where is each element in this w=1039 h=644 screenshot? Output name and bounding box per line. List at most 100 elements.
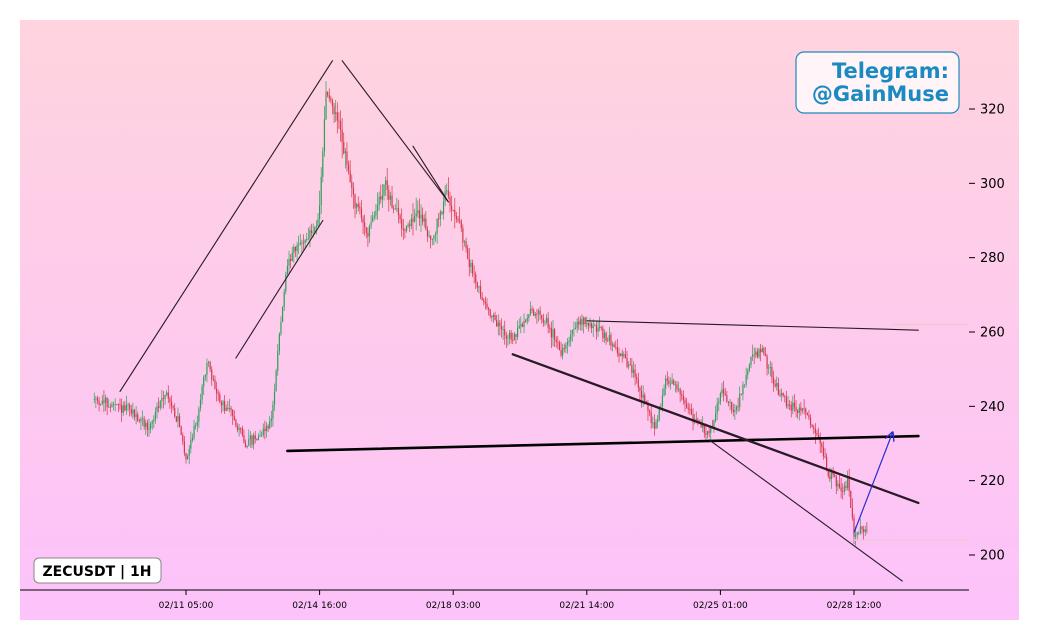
candle-down-body [367, 232, 369, 237]
candle-up-body [323, 119, 326, 152]
candles-layer [93, 81, 868, 546]
candle-down-body [826, 456, 828, 471]
candle-up-body [830, 471, 833, 480]
candle-down-body [351, 182, 353, 188]
candle-down-body [639, 387, 641, 391]
candle-down-body [185, 452, 187, 460]
candle-down-body [811, 425, 813, 428]
candle-down-body [800, 407, 802, 411]
candle-up-body [442, 201, 445, 214]
candle-up-body [566, 342, 569, 345]
candle-up-body [132, 409, 134, 414]
candle-down-body [822, 447, 825, 457]
candle-down-body [426, 229, 429, 237]
candle-up-body [164, 394, 166, 399]
candle-down-body [785, 396, 787, 407]
candle-up-body [153, 419, 155, 422]
candle-up-body [856, 532, 858, 535]
candle-down-body [496, 320, 498, 327]
candle-up-body [745, 374, 747, 385]
candle-down-body [845, 486, 847, 488]
candle-down-body [554, 329, 556, 340]
candle-down-body [731, 401, 733, 410]
candle-down-body [793, 402, 796, 407]
candle-up-body [207, 362, 210, 364]
candle-up-body [751, 354, 754, 357]
projection-arrow [853, 432, 893, 533]
candle-up-body [611, 344, 614, 346]
candle-up-body [253, 435, 255, 445]
candle-down-body [763, 348, 765, 355]
candle-up-body [277, 351, 279, 371]
candle-up-body [592, 325, 594, 328]
candle-up-body [446, 190, 448, 192]
candle-up-body [187, 456, 189, 460]
candle-down-body [359, 206, 361, 209]
candle-down-body [133, 409, 136, 418]
candle-up-body [307, 238, 309, 240]
candle-down-body [362, 218, 364, 223]
candle-down-body [473, 273, 475, 275]
candle-down-body [452, 210, 454, 211]
trendline-upper [586, 320, 919, 331]
candle-down-body [727, 401, 730, 403]
candle-down-body [103, 400, 105, 403]
candle-down-body [581, 319, 583, 325]
y-tick-label: 280 [980, 251, 1005, 266]
candle-up-body [586, 322, 588, 325]
candle-down-body [531, 308, 533, 311]
candle-down-body [708, 431, 710, 433]
candle-down-body [98, 400, 100, 405]
candle-down-body [399, 215, 401, 220]
candle-up-body [259, 435, 261, 437]
candle-down-body [515, 334, 517, 337]
candle-down-body [182, 435, 184, 442]
candle-up-body [669, 383, 672, 385]
candle-down-body [412, 218, 414, 222]
candle-down-body [143, 418, 145, 427]
candle-down-body [106, 397, 108, 408]
candle-up-body [344, 151, 346, 154]
candle-up-body [739, 393, 741, 408]
candle-up-body [199, 399, 202, 409]
candle-up-body [372, 216, 374, 222]
candle-down-body [438, 218, 440, 220]
candle-down-body [832, 471, 834, 475]
candle-up-body [671, 380, 673, 384]
candle-down-body [814, 429, 816, 434]
candle-up-body [528, 314, 530, 318]
watermark-line-2: @GainMuse [812, 82, 949, 106]
candle-down-body [468, 259, 470, 267]
candle-up-body [642, 395, 644, 398]
candle-down-body [853, 517, 855, 537]
candle-down-body [863, 529, 865, 532]
candle-up-body [114, 404, 116, 405]
candle-down-body [476, 282, 478, 288]
candle-down-body [455, 216, 458, 219]
candle-up-body [246, 445, 248, 448]
candle-down-body [422, 214, 424, 222]
candle-down-body [233, 415, 235, 421]
wave-line-1 [119, 60, 334, 393]
candle-down-body [723, 389, 725, 394]
candle-down-body [774, 383, 776, 387]
candle-down-body [848, 476, 850, 491]
candle-down-body [602, 327, 604, 339]
candle-up-body [780, 392, 783, 396]
candle-up-body [196, 421, 198, 426]
candle-down-body [816, 433, 818, 435]
candle-down-body [401, 219, 403, 229]
candle-up-body [396, 208, 398, 210]
candle-up-body [195, 425, 197, 427]
candle-down-body [613, 344, 615, 348]
candle-down-body [753, 354, 755, 356]
candle-down-body [772, 377, 775, 384]
candle-up-body [768, 367, 770, 369]
candle-up-body [315, 225, 317, 227]
candle-up-body [206, 363, 208, 375]
candle-down-body [618, 352, 620, 357]
candle-up-body [154, 411, 157, 420]
candle-down-body [290, 259, 292, 261]
candle-up-body [571, 329, 573, 335]
candle-down-body [310, 230, 313, 233]
